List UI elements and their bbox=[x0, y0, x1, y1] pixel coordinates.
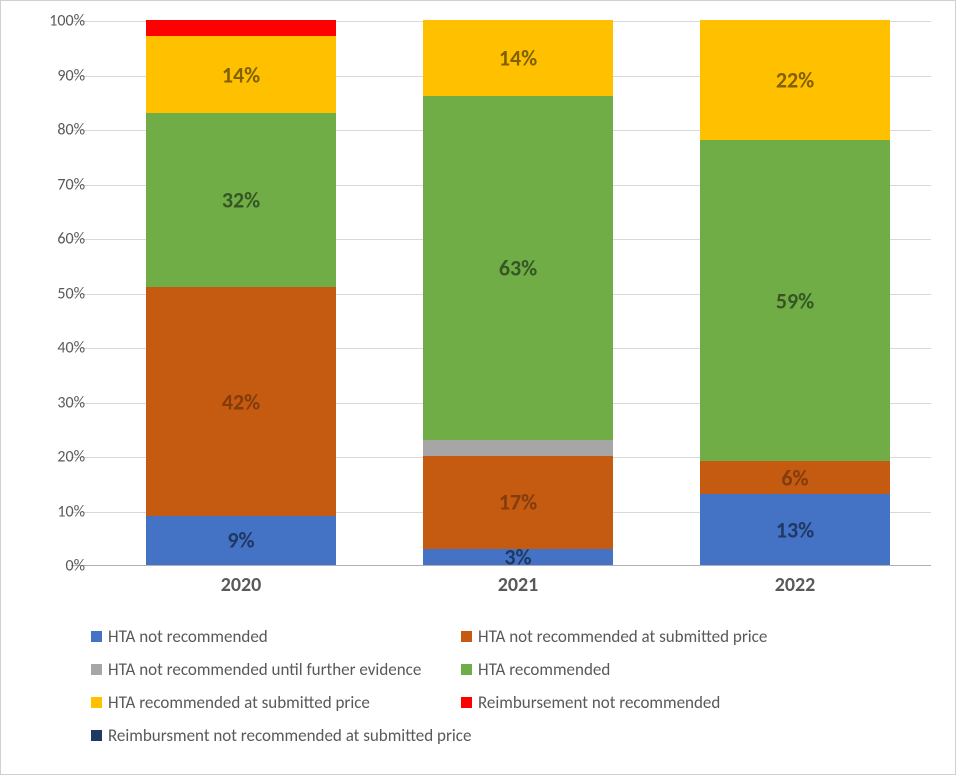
legend-swatch bbox=[461, 664, 472, 675]
legend-label: HTA not recommended bbox=[108, 626, 268, 647]
segment-label: 13% bbox=[700, 516, 890, 543]
segment-label: 42% bbox=[146, 388, 336, 415]
y-tick-label: 40% bbox=[25, 339, 85, 358]
legend-item: HTA not recommended bbox=[91, 626, 461, 647]
segment-label: 14% bbox=[146, 61, 336, 88]
y-tick-label: 90% bbox=[25, 66, 85, 85]
y-tick-label: 30% bbox=[25, 393, 85, 412]
legend-swatch bbox=[91, 631, 102, 642]
segment-label: 32% bbox=[146, 186, 336, 213]
legend-label: Reimbursment not recommended at submitte… bbox=[108, 725, 471, 746]
chart-area: 9%42%32%14%3%17%63%14%13%6%59%22% 202020… bbox=[71, 21, 931, 591]
y-tick-label: 10% bbox=[25, 502, 85, 521]
bar-2021: 3%17%63%14% bbox=[423, 20, 613, 565]
x-tick-label: 2021 bbox=[498, 573, 539, 597]
legend-label: HTA recommended bbox=[478, 659, 610, 680]
legend-item: HTA not recommended until further eviden… bbox=[91, 659, 461, 680]
segment-label: 59% bbox=[700, 287, 890, 314]
x-tick-label: 2020 bbox=[221, 573, 262, 597]
legend-item: HTA not recommended at submitted price bbox=[461, 626, 911, 647]
segment-label: 9% bbox=[146, 527, 336, 554]
y-tick-label: 0% bbox=[25, 557, 85, 576]
legend-item: HTA recommended at submitted price bbox=[91, 692, 461, 713]
y-tick-label: 60% bbox=[25, 230, 85, 249]
legend: HTA not recommended HTA not recommended a… bbox=[91, 626, 911, 758]
segment-label: 6% bbox=[700, 464, 890, 491]
legend-item: Reimbursment not recommended at submitte… bbox=[91, 725, 461, 746]
bar-2022: 13% 6% 59% 22% bbox=[700, 20, 890, 565]
segment-label: 63% bbox=[423, 254, 613, 281]
x-tick-label: 2022 bbox=[775, 573, 816, 597]
legend-swatch bbox=[91, 730, 102, 741]
bar-2020: 9% 42% 32% 14% bbox=[146, 20, 336, 565]
y-tick-label: 100% bbox=[25, 12, 85, 31]
segment-hta_not_rec_evidence bbox=[423, 440, 613, 456]
segment-reimb_not_rec bbox=[146, 20, 336, 36]
legend-swatch bbox=[461, 697, 472, 708]
segment-label: 22% bbox=[700, 66, 890, 93]
y-tick-label: 70% bbox=[25, 175, 85, 194]
y-tick-label: 80% bbox=[25, 121, 85, 140]
legend-swatch bbox=[461, 631, 472, 642]
segment-label: 14% bbox=[423, 45, 613, 72]
legend-item: HTA recommended bbox=[461, 659, 911, 680]
legend-label: HTA not recommended until further eviden… bbox=[108, 659, 421, 680]
y-tick-label: 50% bbox=[25, 284, 85, 303]
legend-label: HTA not recommended at submitted price bbox=[478, 626, 767, 647]
legend-swatch bbox=[91, 697, 102, 708]
legend-label: Reimbursement not recommended bbox=[478, 692, 720, 713]
y-tick-label: 20% bbox=[25, 448, 85, 467]
legend-item: Reimbursement not recommended bbox=[461, 692, 911, 713]
plot-region: 9%42%32%14%3%17%63%14%13%6%59%22% bbox=[71, 21, 931, 566]
legend-swatch bbox=[91, 664, 102, 675]
legend-label: HTA recommended at submitted price bbox=[108, 692, 370, 713]
segment-label: 17% bbox=[423, 489, 613, 516]
